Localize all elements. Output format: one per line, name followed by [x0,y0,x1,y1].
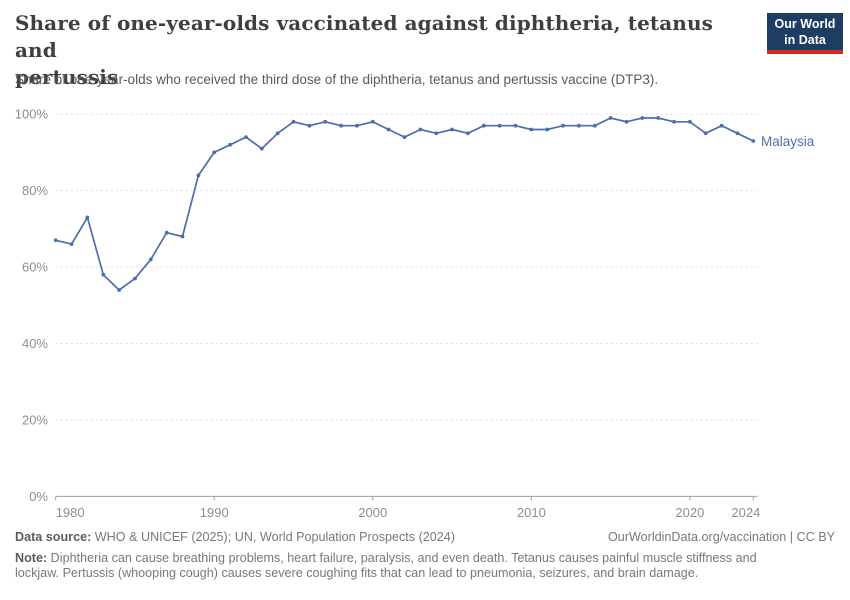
x-axis-tick-label: 2024 [731,505,760,520]
data-point [85,215,90,220]
data-point [180,234,185,239]
data-point [307,123,312,128]
data-point [640,116,645,120]
attribution: OurWorldinData.org/vaccination | CC BY [608,530,835,546]
y-axis-tick-label: 40% [22,336,48,351]
data-point [450,127,454,132]
data-point [212,150,217,155]
data-point [370,119,375,124]
y-axis-tick-label: 100% [15,107,49,122]
data-source-text: WHO & UNICEF (2025); UN, World Populatio… [91,530,456,544]
data-point [355,123,359,128]
series-line-malaysia [54,117,755,291]
x-axis-tick-label: 2000 [358,505,387,520]
chart-footer: Data source: WHO & UNICEF (2025); UN, Wo… [15,530,835,582]
data-point [735,131,740,136]
chart-subtitle: Share of one-year-olds who received the … [15,72,659,87]
data-point [656,116,661,120]
data-point [418,127,423,132]
owid-logo: Our World in Data [767,13,843,54]
data-point [275,131,280,136]
data-point [561,123,565,128]
data-point [466,131,470,136]
y-axis-tick-label: 60% [22,260,48,275]
data-point [117,288,121,292]
data-point [608,116,613,120]
data-point [481,123,486,128]
data-point [101,272,106,277]
data-point [196,173,201,178]
note-label: Note: [15,550,48,565]
data-point [133,276,137,281]
owid-logo-line2: in Data [784,33,826,47]
data-source-label: Data source: [15,530,92,544]
chart-note: Note: Diphtheria can cause breathing pro… [15,551,797,582]
note-text: Diphtheria can cause breathing problems,… [15,550,757,581]
data-point [497,123,502,128]
data-point [545,127,550,132]
data-point [259,146,264,151]
data-point [291,119,296,124]
chart-title-line1: Share of one-year-olds vaccinated agains… [15,11,713,62]
data-point [688,119,692,124]
data-point [434,131,439,136]
data-point [164,230,169,235]
data-point [577,123,581,128]
data-point [402,135,407,140]
x-axis-tick-label: 2010 [517,505,546,520]
data-point [148,257,153,262]
chart-title-line2: pertussis [15,65,119,89]
data-point [592,123,597,128]
data-point [672,119,676,124]
data-point [513,123,518,128]
data-point [53,238,58,243]
data-point [624,119,629,124]
chart-title: Share of one-year-olds vaccinated agains… [15,10,755,91]
y-axis-tick-label: 0% [29,489,48,504]
data-point [69,242,74,247]
x-axis-tick-label: 1980 [56,505,85,520]
data-point [751,139,756,143]
x-axis-tick-label: 1990 [200,505,229,520]
data-point [323,119,328,124]
y-axis-tick-label: 20% [22,412,48,427]
owid-link[interactable]: OurWorldinData.org/vaccination [607,530,787,544]
data-point [339,123,343,128]
series-label-malaysia: Malaysia [761,134,815,149]
data-point [703,131,708,136]
data-source: Data source: WHO & UNICEF (2025); UN, Wo… [15,530,455,546]
license-text: | CC BY [786,530,835,544]
owid-logo-line1: Our World [774,17,836,31]
data-point [719,123,724,128]
x-axis-tick-label: 2020 [675,505,704,520]
data-point [244,135,248,140]
data-point [228,142,233,147]
data-point [386,127,391,132]
data-point [529,127,534,132]
y-axis-tick-label: 80% [22,183,48,198]
